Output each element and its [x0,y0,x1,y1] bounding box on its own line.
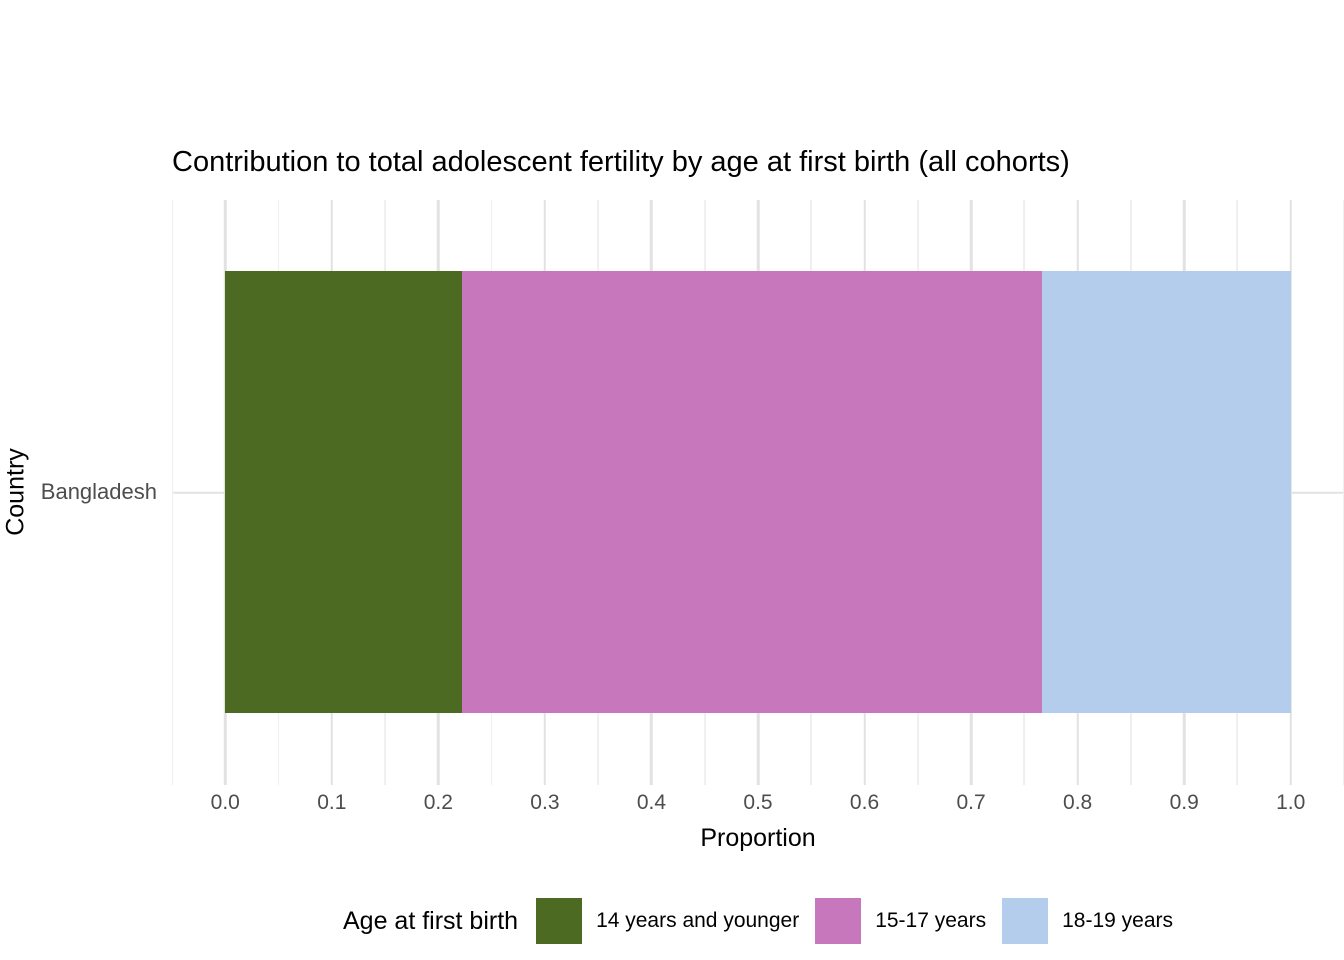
legend: Age at first birth 14 years and younger 1… [172,897,1344,945]
legend-key-swatch [536,898,583,944]
chart-title: Contribution to total adolescent fertili… [172,146,1070,178]
bar-segment [1042,271,1291,713]
x-axis-title: Proportion [700,824,816,852]
x-axis-tick-label: 0.6 [849,791,880,814]
legend-key-swatch [815,898,862,944]
x-axis-tick-label: 0.4 [636,791,667,814]
bar-segment [225,271,462,713]
x-major-gridline [1289,200,1292,785]
legend-title: Age at first birth [342,906,519,935]
bar-segment [461,271,1043,713]
x-axis-tick-label: 0.9 [1169,791,1199,814]
plot-panel [172,200,1344,785]
legend-item: 15-17 years [815,898,986,944]
x-axis-tick-label: 0.1 [317,791,347,814]
x-axis-tick-label: 0.7 [956,791,986,814]
legend-item: 18-19 years [1002,898,1173,944]
legend-item: 14 years and younger [536,898,799,944]
x-axis-tick-label: 0.2 [423,791,453,814]
x-axis-tick-label: 0.8 [1063,791,1093,814]
x-axis-tick-label: 1.0 [1276,791,1306,814]
x-axis-tick-label: 0.3 [530,791,560,814]
x-minor-gridline [172,200,173,785]
x-axis-tick-labels: 0.0 0.1 0.2 0.3 0.4 0.5 0.6 0.7 0.8 0.9 1.0 [172,791,1344,819]
y-axis-tick-label: Bangladesh [40,479,157,504]
x-axis-tick-label: 0.0 [210,791,240,814]
legend-key-swatch [1002,898,1049,944]
stacked-bar [225,271,1291,713]
legend-item-label: 18-19 years [1062,909,1174,932]
x-axis-tick-label: 0.5 [743,791,773,814]
legend-item-label: 14 years and younger [596,909,800,932]
legend-item-label: 15-17 years [875,909,987,932]
